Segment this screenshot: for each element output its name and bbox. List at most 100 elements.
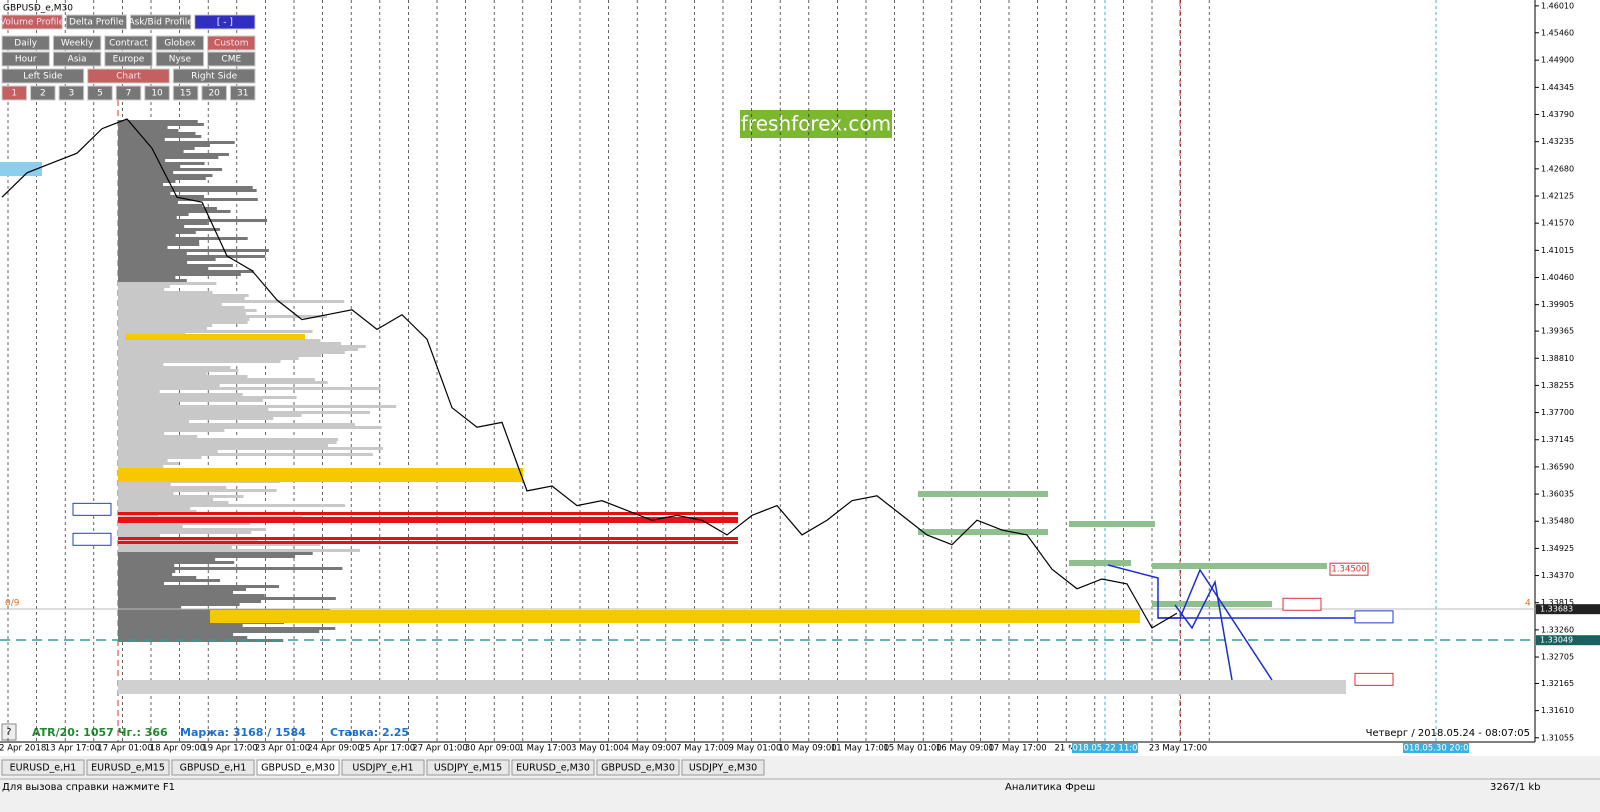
volume-profile-bar <box>118 486 227 489</box>
volume-profile-bar <box>118 180 176 183</box>
toolbar-button-label: CME <box>221 55 241 65</box>
y-tick-label: 1.34925 <box>1541 544 1574 553</box>
toolbar-button[interactable] <box>1 35 50 51</box>
toolbar-button[interactable] <box>130 14 192 30</box>
volume-profile-bar <box>118 597 336 600</box>
chart-tab[interactable] <box>86 759 170 776</box>
volume-profile-bar <box>118 165 181 168</box>
toolbar-button-label: 7 <box>126 89 132 99</box>
x-tick-label: 23 May 17:00 <box>1149 744 1207 754</box>
window-title: GBPUSD_e,M30 <box>3 4 73 14</box>
volume-profile-bar <box>118 450 218 453</box>
volume-profile-bar <box>118 552 313 555</box>
toolbar-button[interactable] <box>1 68 85 84</box>
support-zone <box>118 680 1346 694</box>
level-zone <box>918 491 1048 497</box>
toolbar-button[interactable] <box>1 85 28 101</box>
chart-tab[interactable] <box>426 759 510 776</box>
volume-profile-bar <box>118 357 299 360</box>
volume-profile-bar <box>118 384 220 387</box>
volume-profile-bar <box>118 399 263 402</box>
volume-profile-bar <box>118 222 208 225</box>
toolbar-button[interactable] <box>30 85 56 101</box>
toolbar-button[interactable] <box>65 14 127 30</box>
toolbar-button[interactable] <box>207 35 256 51</box>
toolbar-button[interactable] <box>172 85 199 101</box>
toolbar-button[interactable] <box>115 85 142 101</box>
chart-tab[interactable] <box>596 759 680 776</box>
volume-profile-bar <box>118 147 195 150</box>
toolbar-button[interactable] <box>58 85 85 101</box>
volume-profile-bar <box>118 543 321 546</box>
chart-tab[interactable] <box>256 759 340 776</box>
chart-tab-label: EURUSD_e,M15 <box>91 763 165 774</box>
chart-tab[interactable] <box>341 759 425 776</box>
chart-tab[interactable] <box>511 759 595 776</box>
volume-profile-bar <box>118 312 246 315</box>
help-button[interactable] <box>1 723 17 741</box>
toolbar-button[interactable] <box>155 35 205 51</box>
volume-profile-bar <box>118 288 165 291</box>
toolbar-button[interactable] <box>155 51 205 67</box>
toolbar-button[interactable] <box>87 68 170 84</box>
x-tick-label: 17 Apr 01:00 <box>97 744 152 754</box>
volume-profile-bar <box>118 534 160 537</box>
margin-info: Маржа: 3168 / 1584 <box>180 726 306 739</box>
toolbar-button[interactable] <box>104 51 153 67</box>
toolbar-button[interactable] <box>229 85 256 101</box>
level-zone <box>1069 521 1155 527</box>
price-tag <box>72 532 112 546</box>
toolbar-button[interactable] <box>144 85 170 101</box>
toolbar-button[interactable] <box>87 85 113 101</box>
va-line <box>118 541 738 544</box>
chart-tab-label: GBPUSD_e,M30 <box>601 763 675 774</box>
toolbar-button[interactable] <box>1 14 63 30</box>
watermark-box <box>740 110 892 138</box>
y-tick-label: 1.35480 <box>1541 517 1574 526</box>
volume-profile-bar <box>118 462 179 465</box>
volume-profile-bar <box>118 231 196 234</box>
toolbar-button[interactable] <box>172 68 256 84</box>
toolbar-button[interactable] <box>52 51 102 67</box>
time-tag-label: 2018.05.30 20:00 <box>1398 744 1474 754</box>
toolbar-button[interactable] <box>1 51 50 67</box>
volume-profile-bar <box>118 264 233 267</box>
volume-profile-bar <box>118 498 214 501</box>
chart-tab[interactable] <box>171 759 255 776</box>
y-tick-label: 1.46010 <box>1541 1 1574 10</box>
x-tick-label: 10 May 09:00 <box>778 744 836 754</box>
chart-tab-label: EURUSD_e,M30 <box>516 763 590 774</box>
volume-profile-bar <box>118 528 267 531</box>
volume-profile-bar <box>118 273 241 276</box>
volume-profile-bar <box>118 255 266 258</box>
volume-profile-bar <box>118 429 225 432</box>
volume-profile-bar <box>118 126 168 129</box>
chart-tab[interactable] <box>681 759 765 776</box>
y-tick-label: 1.43235 <box>1541 137 1574 146</box>
price-tag <box>1329 562 1369 576</box>
volume-profile-bar <box>118 201 178 204</box>
volume-profile-bar <box>118 342 342 345</box>
toolbar-button[interactable] <box>194 14 256 30</box>
status-profile: Аналитика Фреш <box>1005 782 1095 793</box>
volume-profile-bar <box>118 582 164 585</box>
volume-profile-bar <box>118 246 168 249</box>
chart-tab[interactable] <box>1 759 85 776</box>
toolbar-button[interactable] <box>104 35 153 51</box>
x-tick-label: 27 Apr 01:00 <box>412 744 467 754</box>
toolbar-button[interactable] <box>201 85 227 101</box>
volume-profile-bar <box>118 414 302 417</box>
x-tick-label: 9 May 01:00 <box>729 744 782 754</box>
volume-profile-bar <box>118 561 235 564</box>
volume-profile-bar <box>118 120 198 123</box>
x-tick-label: 13 Apr 17:00 <box>45 744 100 754</box>
volume-profile-bar <box>118 372 207 375</box>
volume-profile-bar <box>118 156 219 159</box>
toolbar-button[interactable] <box>207 51 256 67</box>
volume-profile-bar <box>118 309 257 312</box>
volume-profile-bar <box>118 345 366 348</box>
highlight-area <box>0 162 42 176</box>
toolbar-button-label: 5 <box>97 89 103 99</box>
toolbar-button[interactable] <box>52 35 102 51</box>
